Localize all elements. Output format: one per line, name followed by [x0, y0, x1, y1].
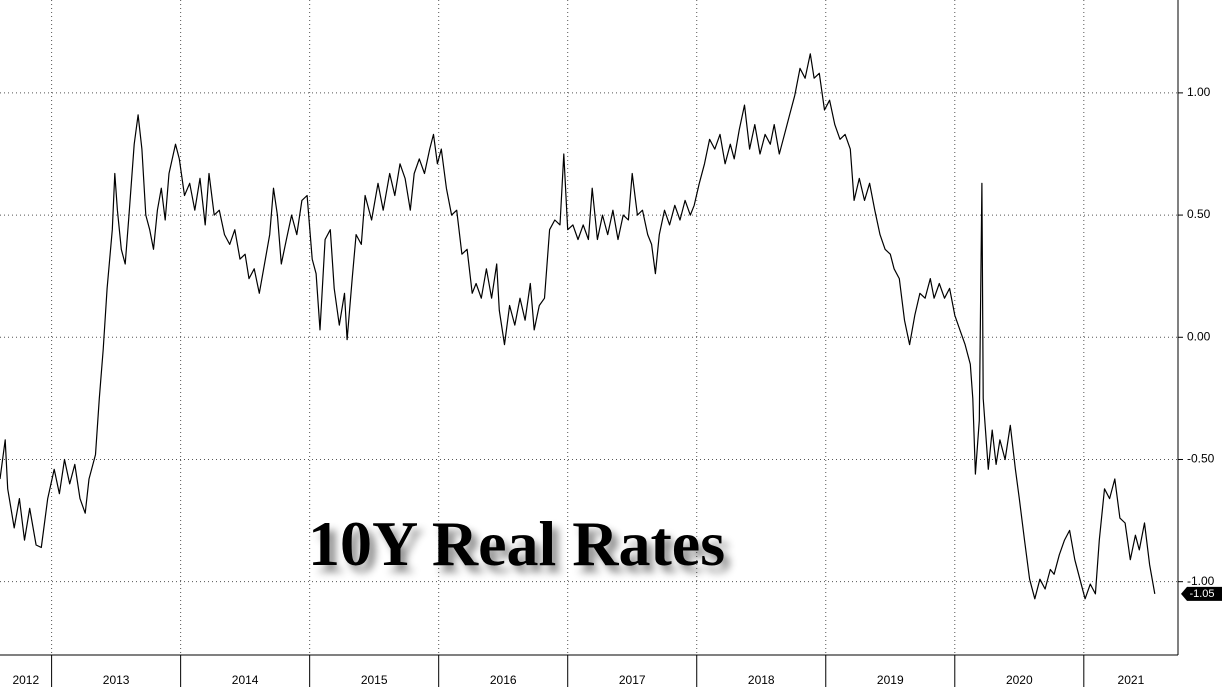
x-tick-label: 2016	[490, 673, 517, 687]
y-tick-label: -0.50	[1187, 452, 1215, 466]
data-line	[0, 53, 1156, 600]
y-tick-label: 0.50	[1187, 207, 1211, 221]
x-tick-label: 2021	[1118, 673, 1145, 687]
y-tick-label: 1.00	[1187, 85, 1211, 99]
end-tag	[1181, 586, 1222, 601]
x-tick-label: 2018	[748, 673, 775, 687]
x-tick-label: 2013	[103, 673, 130, 687]
x-tick-label: 2015	[361, 673, 388, 687]
x-tick-label: 2014	[232, 673, 259, 687]
end-label: -1.05	[1189, 588, 1214, 600]
x-tick-label: 2012	[12, 673, 39, 687]
x-tick-label: 2019	[877, 673, 904, 687]
y-tick-label: 0.00	[1187, 329, 1211, 343]
chart-title: 10Y Real Rates	[308, 508, 725, 579]
x-tick-label: 2020	[1006, 673, 1033, 687]
y-tick-label: -1.00	[1187, 574, 1215, 588]
x-tick-label: 2017	[619, 673, 646, 687]
